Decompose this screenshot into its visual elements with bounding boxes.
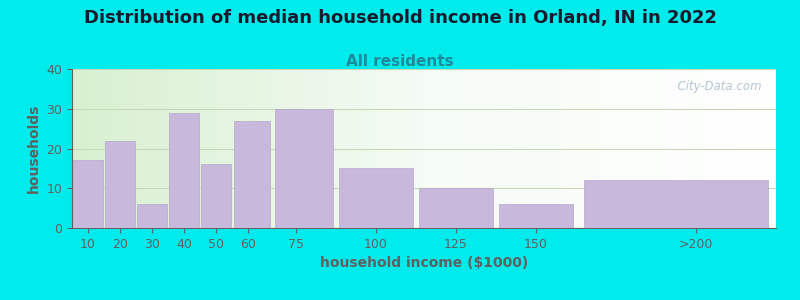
Bar <box>106 140 134 228</box>
Bar <box>419 188 493 228</box>
Bar <box>339 168 413 228</box>
Y-axis label: households: households <box>27 104 41 193</box>
Bar <box>138 204 166 228</box>
Bar <box>74 160 102 228</box>
Text: Distribution of median household income in Orland, IN in 2022: Distribution of median household income … <box>83 9 717 27</box>
Bar <box>584 180 768 228</box>
Text: City-Data.com: City-Data.com <box>670 80 762 93</box>
Text: All residents: All residents <box>346 54 454 69</box>
Bar <box>234 121 270 228</box>
Bar <box>499 204 573 228</box>
Bar <box>170 113 198 228</box>
X-axis label: household income ($1000): household income ($1000) <box>320 256 528 270</box>
Bar <box>274 109 334 228</box>
Bar <box>202 164 230 228</box>
